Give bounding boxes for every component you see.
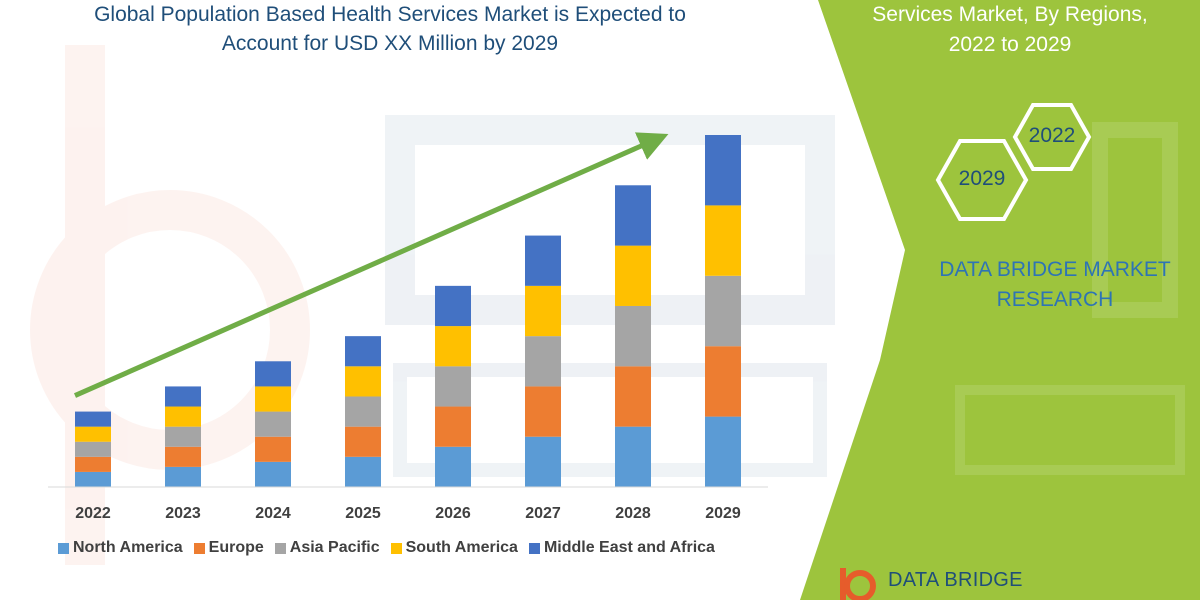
bar-segment-2026-3 xyxy=(435,326,471,367)
logo-icon xyxy=(840,568,876,600)
bar-segment-2024-0 xyxy=(255,461,291,487)
bar-segment-2029-1 xyxy=(705,346,741,417)
x-tick-label: 2024 xyxy=(255,505,291,522)
legend-swatch xyxy=(528,542,540,554)
bar-segment-2029-3 xyxy=(705,205,741,276)
chart-title-line-1: Global Population Based Health Services … xyxy=(94,3,686,26)
bar-segment-2023-2 xyxy=(165,426,201,447)
side-panel-title-line-2: 2022 to 2029 xyxy=(948,33,1072,56)
legend-swatch xyxy=(390,542,402,554)
legend-item: South America xyxy=(390,539,518,557)
x-axis-ticks: 2022 2023 2024 2025 2026 2027 2028 2029 xyxy=(75,505,741,522)
bar-segment-2026-2 xyxy=(435,366,471,407)
brand-text: DATA BRIDGE MARKET RESEARCH xyxy=(920,255,1190,315)
bar-segment-2028-2 xyxy=(615,305,651,367)
bar-segment-2028-3 xyxy=(615,245,651,306)
bar-segment-2027-4 xyxy=(525,235,561,286)
bar-segment-2026-1 xyxy=(435,406,471,447)
x-tick-label: 2026 xyxy=(435,505,471,522)
bar-segment-2028-4 xyxy=(615,185,651,246)
bar-segment-2027-0 xyxy=(525,436,561,487)
bar-segment-2024-2 xyxy=(255,411,291,437)
legend-swatch xyxy=(274,542,286,554)
bar-segment-2028-0 xyxy=(615,426,651,487)
bar-segment-2023-3 xyxy=(165,406,201,427)
bar-segment-2027-3 xyxy=(525,285,561,337)
side-panel xyxy=(800,0,1200,600)
bar-segment-2022-4 xyxy=(75,411,111,427)
bar-segment-2024-1 xyxy=(255,436,291,462)
bar-segment-2025-0 xyxy=(345,456,381,487)
hexagon-2022-icon xyxy=(1012,103,1092,171)
legend: North America Europe Asia Pacific South Ame… xyxy=(58,539,798,557)
legend-label: Europe xyxy=(208,539,264,556)
x-tick-label: 2027 xyxy=(525,505,561,522)
bar-segment-2025-4 xyxy=(345,336,381,367)
trend-arrow xyxy=(73,132,669,398)
legend-swatch xyxy=(58,542,69,554)
x-tick-label: 2023 xyxy=(165,505,201,522)
stacked-bar-chart: 2022 2023 2024 2025 2026 2027 2028 2029 xyxy=(48,132,768,522)
bar-segment-2025-1 xyxy=(345,426,381,457)
legend-item: Middle East and Africa xyxy=(528,539,715,557)
bar-segment-2026-4 xyxy=(435,285,471,327)
hexagon-2029-icon xyxy=(935,139,1029,221)
legend-item: Asia Pacific xyxy=(274,539,380,557)
bar-segment-2022-2 xyxy=(75,441,111,457)
bar-segment-2023-4 xyxy=(165,386,201,407)
bar-segment-2029-0 xyxy=(705,416,741,487)
legend-item: North America xyxy=(58,539,183,557)
bar-segment-2024-3 xyxy=(255,386,291,412)
bar-segment-2026-0 xyxy=(435,446,471,487)
bar-segment-2022-0 xyxy=(75,471,111,487)
hex-start-year: 2029 xyxy=(958,167,1006,190)
x-tick-label: 2025 xyxy=(345,505,381,522)
bar-segment-2029-2 xyxy=(705,275,741,347)
bar-segment-2029-4 xyxy=(705,135,741,206)
legend-label: South America xyxy=(405,539,518,556)
x-tick-label: 2028 xyxy=(615,505,651,522)
bar-segment-2023-1 xyxy=(165,446,201,467)
x-tick-label: 2022 xyxy=(75,505,111,522)
brand-text-line-1: DATA BRIDGE MARKET xyxy=(939,258,1171,281)
side-watermark xyxy=(955,122,1185,475)
logo-text: DATA BRIDGE xyxy=(888,569,1023,591)
legend-label: North America xyxy=(73,539,183,556)
bar-segment-2023-0 xyxy=(165,466,201,487)
bars-layer xyxy=(75,135,741,487)
brand-text-line-2: RESEARCH xyxy=(996,288,1114,311)
side-panel-title-line-1: Services Market, By Regions, xyxy=(872,3,1148,26)
x-tick-label: 2029 xyxy=(705,505,741,522)
bar-segment-2028-1 xyxy=(615,366,651,427)
bar-segment-2025-3 xyxy=(345,366,381,397)
legend-item: Europe xyxy=(193,539,264,557)
hex-end-year: 2022 xyxy=(1028,124,1076,147)
legend-label: Middle East and Africa xyxy=(543,539,715,556)
side-panel-title: Services Market, By Regions, 2022 to 202… xyxy=(840,0,1180,60)
legend-swatch xyxy=(193,542,205,554)
bar-segment-2022-3 xyxy=(75,426,111,442)
chart-title-line-2: Account for USD XX Million by 2029 xyxy=(221,32,559,55)
bar-segment-2027-2 xyxy=(525,336,561,387)
bar-segment-2027-1 xyxy=(525,386,561,437)
chart-title: Global Population Based Health Services … xyxy=(40,0,740,58)
legend-label: Asia Pacific xyxy=(289,539,380,556)
bar-segment-2024-4 xyxy=(255,361,291,387)
bar-segment-2022-1 xyxy=(75,456,111,472)
bar-segment-2025-2 xyxy=(345,396,381,427)
